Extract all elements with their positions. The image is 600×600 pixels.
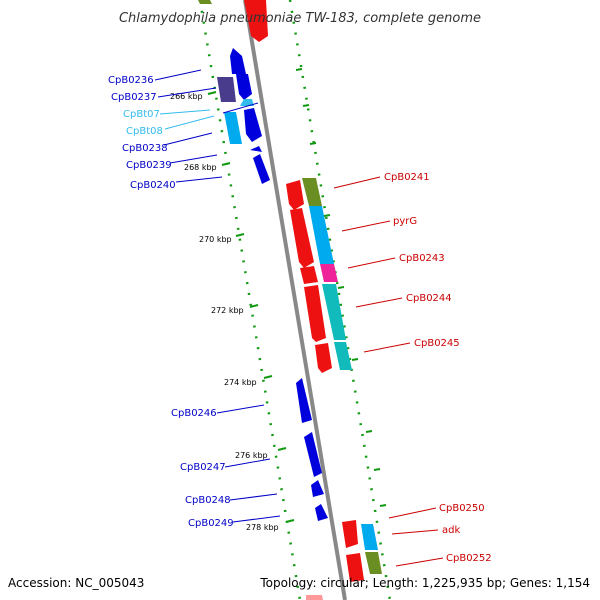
gene-cpb0244[interactable] [304,285,326,342]
gene-cpb0238[interactable] [244,108,262,142]
gene-label-adk[interactable]: adk [442,525,460,536]
gene-label-cpb0244[interactable]: CpB0244 [406,293,452,304]
gene-label-pyrg[interactable]: pyrG [393,216,417,227]
tick-mark [249,304,259,308]
cog-block-cpb0245 [334,342,352,370]
tick-label-268: 268 kbp [184,163,217,172]
genome-backbone [243,0,347,600]
top-partial-red-gene [244,0,268,42]
gene-cpb0243[interactable] [300,266,318,284]
gene-cpb0247[interactable] [304,432,322,477]
gene-label-cpb0249[interactable]: CpB0249 [188,518,234,529]
gene-label-cpb0243[interactable]: CpB0243 [399,253,445,264]
tick-mark [235,233,245,237]
top-partial-olive-gene [198,0,212,4]
gene-cpb0237[interactable] [217,77,236,102]
map-title: Chlamydophila pneumoniae TW-183, complet… [119,11,481,26]
gene-label-cpb0248[interactable]: CpB0248 [185,495,231,506]
tick-label-266: 266 kbp [170,92,203,101]
gene-cpb0240[interactable] [253,154,270,184]
gene-cpb0248[interactable] [311,480,324,497]
gene-cpb0239[interactable] [250,146,262,152]
cog-block-cpb0243 [320,264,338,282]
tick-label-272: 272 kbp [211,306,244,315]
gene-adk[interactable] [346,553,364,582]
gene-cpb0250[interactable] [342,520,358,548]
gene-label-cpb0245[interactable]: CpB0245 [414,338,460,349]
cog-block-adk [365,552,382,574]
gene-label-cpb0236[interactable]: CpB0236 [108,75,154,86]
cog-block-cpb0250 [361,524,378,550]
tick-mark [263,375,273,379]
tick-mark [207,91,217,95]
gene-label-cpb0250[interactable]: CpB0250 [439,503,485,514]
trna-cpbt08[interactable] [224,112,242,144]
tick-label-276: 276 kbp [235,451,268,460]
bottom-partial-pink-gene [306,595,323,600]
reverse-track-guide [198,0,302,600]
gene-label-cpb0238[interactable]: CpB0238 [122,143,168,154]
gene-cpb0236[interactable] [230,48,246,74]
gene-label-cpb0240[interactable]: CpB0240 [130,180,176,191]
tick-label-278: 278 kbp [246,523,279,532]
forward-track-guide [288,0,392,600]
tick-mark [285,519,295,523]
gene-label-cpb0252[interactable]: CpB0252 [446,553,492,564]
gene-pyrg[interactable] [290,208,314,268]
gene-cpb0249[interactable] [315,504,328,521]
gene-label-cpb0241[interactable]: CpB0241 [384,172,430,183]
trna-label-cpbt08[interactable]: CpBt08 [126,126,163,137]
tick-mark [277,447,287,451]
accession-label: Accession: NC_005043 [8,576,144,590]
cog-block-pyrg [309,206,334,264]
forward-track-ticks [295,68,387,507]
right-leader-lines [333,176,444,567]
tick-mark [221,162,231,166]
gene-label-cpb0247[interactable]: CpB0247 [180,462,226,473]
trna-leader-lines [159,109,215,130]
cog-block-cpb0241 [302,178,322,206]
gene-cpb0241[interactable] [286,180,304,210]
cog-block-cpb0244 [322,284,346,340]
tick-label-274: 274 kbp [224,378,257,387]
gene-cpb0237-block[interactable] [236,74,252,100]
tick-label-270: 270 kbp [199,235,232,244]
gene-cpb0246[interactable] [296,378,312,423]
gene-label-cpb0237[interactable]: CpB0237 [111,92,157,103]
trna-cpbt07[interactable] [240,99,254,106]
trna-label-cpbt07[interactable]: CpBt07 [123,109,160,120]
gene-label-cpb0239[interactable]: CpB0239 [126,160,172,171]
genome-summary: Topology: circular; Length: 1,225,935 bp… [259,576,590,590]
gene-cpb0245[interactable] [315,343,332,373]
left-leader-lines [154,69,281,523]
gene-label-cpb0246[interactable]: CpB0246 [171,408,217,419]
